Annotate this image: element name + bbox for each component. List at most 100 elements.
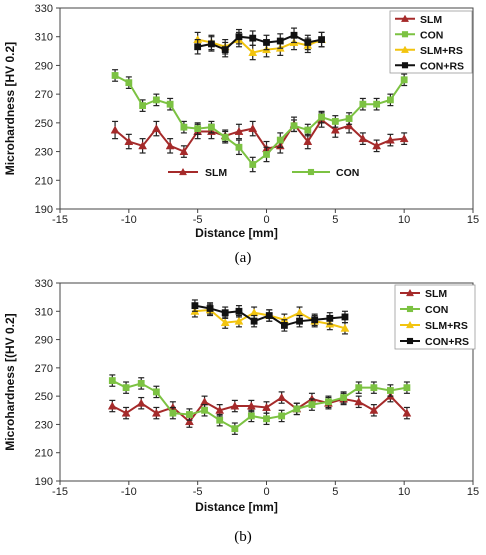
data-point <box>121 408 131 417</box>
data-point <box>234 126 244 135</box>
data-point <box>385 135 395 144</box>
x-tick-label: 15 <box>467 486 479 498</box>
data-point <box>318 36 325 43</box>
x-tick-label: -10 <box>121 214 137 226</box>
data-point <box>403 384 411 392</box>
data-point <box>278 412 286 420</box>
data-point <box>372 141 382 150</box>
legend-entry: CON <box>420 29 443 41</box>
data-point <box>263 151 270 158</box>
data-point <box>124 137 134 145</box>
series-con <box>111 69 408 173</box>
data-point <box>166 100 174 108</box>
x-tick-label: 5 <box>332 214 338 226</box>
y-tick-label: 230 <box>35 419 53 431</box>
data-point <box>249 161 257 168</box>
y-axis-label: Microhardness [HV 0.2] <box>3 42 17 175</box>
data-point <box>280 322 288 329</box>
data-point <box>221 309 229 317</box>
data-point <box>345 115 353 122</box>
data-point <box>354 397 364 406</box>
panel-label: (b) <box>234 529 252 545</box>
legend-swatch-marker <box>401 62 409 69</box>
x-tick-label: 10 <box>398 214 410 226</box>
data-point <box>151 124 161 133</box>
y-tick-label: 210 <box>35 448 53 460</box>
series-line <box>114 74 405 166</box>
data-point <box>206 305 214 312</box>
data-point <box>263 39 270 46</box>
data-point <box>138 141 148 150</box>
data-point <box>331 118 339 125</box>
data-point <box>110 125 120 134</box>
series-line <box>197 38 322 54</box>
data-point <box>165 141 175 150</box>
x-tick-label: -5 <box>193 214 203 226</box>
data-point <box>340 394 347 401</box>
series-line <box>114 118 405 153</box>
data-point <box>186 411 193 418</box>
legend-swatch-marker <box>406 337 414 345</box>
series-slm <box>107 389 412 428</box>
x-tick-label: 0 <box>263 486 269 498</box>
y-tick-label: 290 <box>35 60 53 72</box>
data-point <box>340 323 350 332</box>
legend-entry: SLM+RS <box>425 320 468 332</box>
x-tick-label: -15 <box>52 214 68 226</box>
data-point <box>194 43 202 51</box>
data-point <box>184 417 194 426</box>
data-point <box>311 316 319 324</box>
data-point <box>151 408 161 417</box>
x-tick-label: 5 <box>332 486 338 498</box>
inline-label-marker <box>307 168 315 176</box>
data-point <box>359 100 367 108</box>
legend-swatch-marker <box>405 288 415 297</box>
y-tick-label: 330 <box>35 3 53 15</box>
legend-entry: SLM <box>420 14 442 26</box>
data-point <box>169 409 177 417</box>
data-point <box>108 377 116 384</box>
data-point <box>402 408 412 417</box>
data-point <box>276 136 284 144</box>
data-point <box>107 401 117 410</box>
data-point <box>215 405 225 414</box>
data-point <box>137 380 145 387</box>
y-tick-label: 250 <box>35 391 53 403</box>
data-point <box>318 113 325 121</box>
legend-entry: CON+RS <box>425 336 469 348</box>
data-point <box>152 96 160 104</box>
data-point <box>194 125 202 132</box>
data-point <box>231 425 239 433</box>
legend-swatch-marker <box>400 14 410 22</box>
y-tick-label: 310 <box>35 306 53 318</box>
data-point <box>293 405 301 413</box>
y-tick-label: 190 <box>35 204 53 216</box>
data-point <box>373 100 381 108</box>
inline-label-marker <box>178 167 188 176</box>
inline-label-slm: SLM <box>168 167 227 179</box>
x-tick-label: 15 <box>467 214 479 226</box>
data-point <box>263 415 270 423</box>
data-point <box>152 388 160 396</box>
legend-swatch-marker <box>405 320 415 329</box>
data-point <box>234 316 244 325</box>
data-point <box>400 76 408 84</box>
data-point <box>276 37 284 45</box>
y-tick-label: 230 <box>35 147 53 159</box>
data-point <box>208 123 215 131</box>
data-point <box>246 401 256 410</box>
series-line <box>111 394 408 424</box>
data-point <box>216 416 224 424</box>
legend-entry: SLM+RS <box>420 45 463 57</box>
series-con-plus-rs <box>191 299 349 332</box>
data-point <box>235 307 243 315</box>
data-point <box>387 96 394 104</box>
legend-swatch-marker <box>401 31 409 38</box>
data-point <box>304 126 312 134</box>
data-point <box>248 47 258 56</box>
data-point <box>341 313 349 321</box>
data-point <box>248 124 258 133</box>
y-tick-label: 270 <box>35 363 53 375</box>
data-point <box>179 147 189 156</box>
